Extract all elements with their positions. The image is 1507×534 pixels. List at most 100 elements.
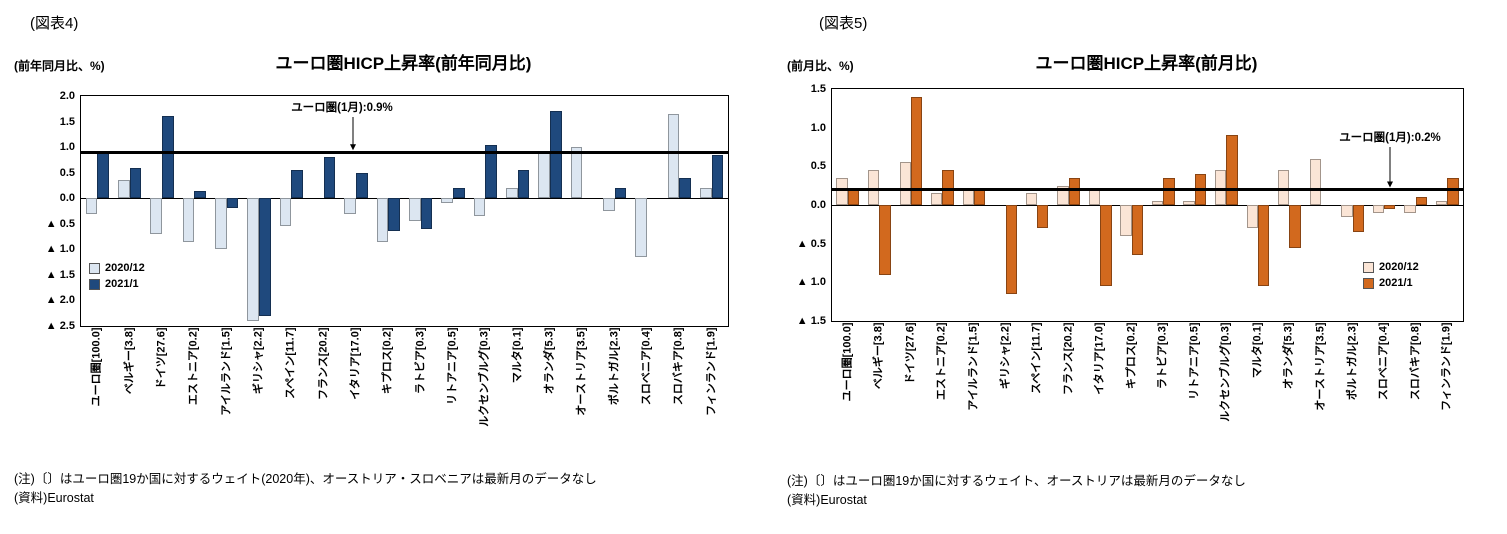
bar-2021/1 (1037, 205, 1049, 229)
note-text: (注)〔〕はユーロ圏19か国に対するウェイト、オーストリアは最新月のデータなし (787, 474, 1246, 488)
y-axis-unit-label: (前月比、%) (787, 59, 854, 73)
bar-2020/12 (279, 198, 292, 227)
x-axis-label: ユーロ圏[100.0] (90, 327, 103, 407)
y-tick-label: ▲ 1.5 (796, 315, 826, 327)
bar-2020/12 (473, 198, 486, 217)
x-axis-label: ルクセンブルグ[0.3] (1219, 322, 1232, 422)
x-axis-label: オランダ[5.3] (1282, 322, 1295, 390)
bar-2020/12 (1309, 158, 1321, 205)
x-axis-label: フランス[20.2] (1062, 322, 1075, 396)
legend: 2020/12 2021/1 (1363, 259, 1419, 291)
legend-swatch-2020-12 (89, 262, 100, 274)
bar-2021/1 (388, 198, 400, 232)
bar-2020/12 (538, 152, 551, 199)
x-axis-label: ドイツ[27.6] (904, 322, 917, 385)
bar-2021/1 (1352, 205, 1364, 233)
bar-2020/12 (570, 147, 583, 199)
x-axis-label: ギリシャ[2.2] (999, 322, 1012, 390)
figure-label: (図表4) (30, 15, 79, 32)
x-axis-label: スペイン[11.7] (1030, 322, 1043, 394)
bar-2021/1 (1384, 205, 1396, 209)
y-tick-label: ▲ 0.5 (45, 217, 75, 230)
annotation-arrow (350, 117, 356, 151)
reference-line (832, 188, 1463, 192)
bar-2020/12 (1215, 170, 1227, 205)
x-axis-label: アイルランド[1.5] (220, 327, 233, 416)
y-axis-unit-label: (前年同月比、%) (14, 59, 105, 73)
bar-2020/12 (409, 198, 421, 222)
bar-2021/1 (323, 157, 336, 199)
bar-2021/1 (1257, 205, 1270, 287)
x-axis-label: アイルランド[1.5] (967, 322, 980, 411)
legend-label: 2020/12 (1379, 261, 1419, 273)
bar-2020/12 (700, 188, 712, 199)
bar-2020/12 (506, 188, 518, 199)
bar-2020/12 (1341, 205, 1353, 217)
bar-2021/1 (879, 205, 891, 275)
x-axis-label: スロバキア[0.8] (1409, 322, 1422, 401)
x-axis-label: フィンランド[1.9] (705, 327, 718, 416)
bar-2021/1 (550, 111, 562, 199)
bar-2020/12 (344, 198, 356, 214)
plot-area: ユーロ圏(1月):0.9% 2020/12 2021/1 2.0 1.5 1.0 0.… (46, 90, 729, 427)
bar-2020/12 (1057, 185, 1069, 205)
bar-2021/1 (129, 167, 142, 199)
legend-label: 2020/12 (105, 262, 145, 274)
bar-2021/1 (226, 198, 239, 209)
bar-2020/12 (1372, 205, 1385, 213)
x-axis-label: スロベニア[0.4] (1377, 322, 1390, 401)
x-axis-label: ギリシャ[2.2] (252, 327, 265, 395)
bar-2020/12 (247, 198, 259, 321)
chart-title: ユーロ圏HICP上昇率(前月比) (1035, 54, 1258, 73)
bar-2021/1 (355, 172, 368, 199)
x-axis-label: イタリア[17.0] (1093, 322, 1106, 395)
bar-2020/12 (1278, 170, 1290, 205)
x-axis-label: エストニア[0.2] (187, 327, 200, 406)
y-tick-label: 0.5 (59, 166, 75, 179)
bar-2020/12 (962, 189, 974, 205)
x-axis-label: オーストリア[3.5] (575, 327, 588, 416)
legend-item: 2020/12 (1363, 259, 1419, 275)
x-axis-label: ポルトガル[2.3] (608, 327, 621, 406)
x-axis-label: ユーロ圏[100.0] (841, 322, 854, 402)
bar-2020/12 (214, 198, 227, 250)
bar-2020/12 (150, 198, 162, 234)
bar-2020/12 (441, 198, 454, 204)
chart-title: ユーロ圏HICP上昇率(前年同月比) (275, 54, 532, 73)
bar-2021/1 (194, 190, 206, 199)
bar-2020/12 (1151, 201, 1164, 205)
x-axis-label: エストニア[0.2] (935, 322, 948, 401)
bar-2021/1 (1068, 177, 1080, 205)
bar-2021/1 (973, 189, 986, 205)
y-tick-label: 1.5 (59, 115, 75, 128)
bar-2021/1 (1447, 177, 1459, 205)
bar-2021/1 (453, 188, 465, 199)
reference-line-label: ユーロ圏(1月):0.2% (1339, 132, 1441, 144)
bar-2021/1 (291, 170, 303, 199)
x-axis-label: オランダ[5.3] (543, 327, 556, 395)
bar-2021/1 (1226, 135, 1238, 205)
x-axis-label: スペイン[11.7] (284, 327, 297, 399)
zero-axis-line (832, 204, 1463, 206)
bar-2021/1 (1289, 205, 1301, 248)
bar-2020/12 (182, 198, 195, 242)
x-axis-label: ラトビア[0.3] (1156, 322, 1169, 390)
x-axis-label: キプロス[0.2] (381, 327, 394, 395)
bar-2020/12 (899, 162, 911, 205)
y-tick-label: 2.0 (59, 90, 75, 102)
y-tick-label: ▲ 2.5 (45, 320, 75, 332)
legend: 2020/12 2021/1 (89, 260, 145, 292)
bar-2021/1 (161, 116, 174, 199)
legend-swatch-2020-12 (1363, 261, 1374, 273)
bar-2020/12 (1120, 205, 1132, 236)
y-tick-label: 1.5 (810, 83, 826, 95)
legend-item: 2020/12 (89, 260, 145, 276)
chart-notes: (注)〔〕はユーロ圏19か国に対するウェイト、オーストリアは最新月のデータなし … (787, 472, 1246, 509)
figure-label: (図表5) (819, 15, 868, 32)
legend-swatch-2021-1 (89, 278, 100, 290)
x-axis-label: ドイツ[27.6] (155, 327, 168, 390)
source-text: (資料)Eurostat (787, 492, 867, 507)
bar-2021/1 (420, 198, 433, 229)
bar-2020/12 (85, 198, 98, 214)
bar-2020/12 (931, 193, 943, 205)
